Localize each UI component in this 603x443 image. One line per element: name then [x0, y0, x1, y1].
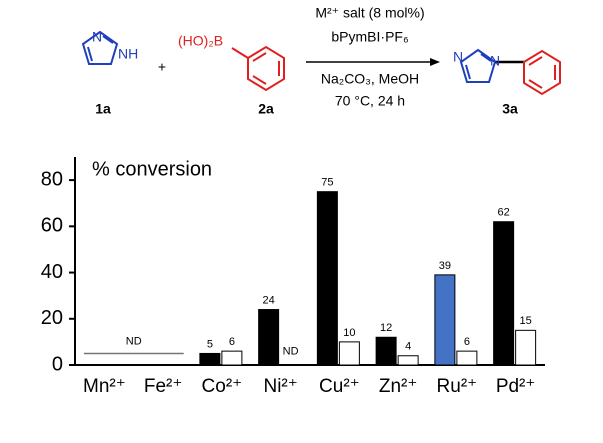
bar	[515, 329, 537, 366]
bar	[375, 336, 397, 366]
value-label: ND	[283, 345, 299, 357]
condition: M²⁺ salt (8 mol%)	[315, 5, 424, 21]
value-label: 15	[520, 315, 532, 327]
bar	[221, 350, 243, 366]
x-tick-label: Zn²⁺	[379, 376, 418, 397]
bar	[338, 341, 360, 366]
condition: Na₂CO₃, MeOH	[321, 71, 419, 87]
condition: 70 °C, 24 h	[335, 93, 405, 109]
atom-label: NH	[118, 46, 138, 62]
x-tick-label: Co²⁺	[202, 376, 243, 397]
atom-label: N	[490, 53, 500, 69]
y-tick-label: 40	[41, 261, 63, 283]
x-tick-label: Cu²⁺	[319, 376, 360, 397]
bar	[493, 221, 515, 366]
value-label: 75	[321, 177, 333, 189]
atom-label: N	[92, 29, 102, 45]
y-tick-label: 0	[52, 353, 63, 375]
bar	[434, 274, 456, 366]
x-tick-label: Ni²⁺	[263, 376, 297, 397]
plus: +	[158, 59, 166, 75]
reactant-2	[231, 45, 285, 92]
value-label: 6	[229, 336, 235, 348]
x-tick-label: Ru²⁺	[437, 376, 478, 397]
bar	[316, 191, 338, 366]
arrow-head	[430, 58, 440, 66]
value-label: 12	[380, 322, 392, 334]
compound-label: 2a	[258, 101, 274, 117]
product-ring	[523, 49, 561, 96]
bar	[456, 350, 478, 366]
x-tick-label: Pd²⁺	[496, 376, 536, 397]
compound-label: 3a	[502, 101, 518, 117]
y-tick-label: 60	[41, 215, 63, 237]
atom-label: N	[453, 49, 463, 65]
bar	[258, 309, 280, 366]
x-tick-label: Fe²⁺	[144, 376, 183, 397]
value-label: 10	[343, 327, 355, 339]
annotation: ND	[126, 335, 142, 347]
value-label: 62	[498, 207, 510, 219]
value-label: 39	[439, 260, 451, 272]
compound-label: 1a	[95, 101, 111, 117]
value-label: 5	[207, 338, 213, 350]
value-label: 4	[405, 341, 411, 353]
reactant-1	[81, 30, 119, 65]
group-label: (HO)₂B	[178, 33, 223, 49]
product	[459, 48, 497, 83]
y-axis-label: % conversion	[92, 158, 212, 180]
bar	[397, 355, 419, 366]
bar	[199, 352, 221, 366]
y-tick-label: 80	[41, 168, 63, 190]
x-tick-label: Mn²⁺	[83, 376, 126, 397]
y-tick-label: 20	[41, 307, 63, 329]
value-label: 24	[263, 294, 275, 306]
condition: bPymBI·PF₆	[331, 29, 408, 45]
value-label: 6	[464, 336, 470, 348]
